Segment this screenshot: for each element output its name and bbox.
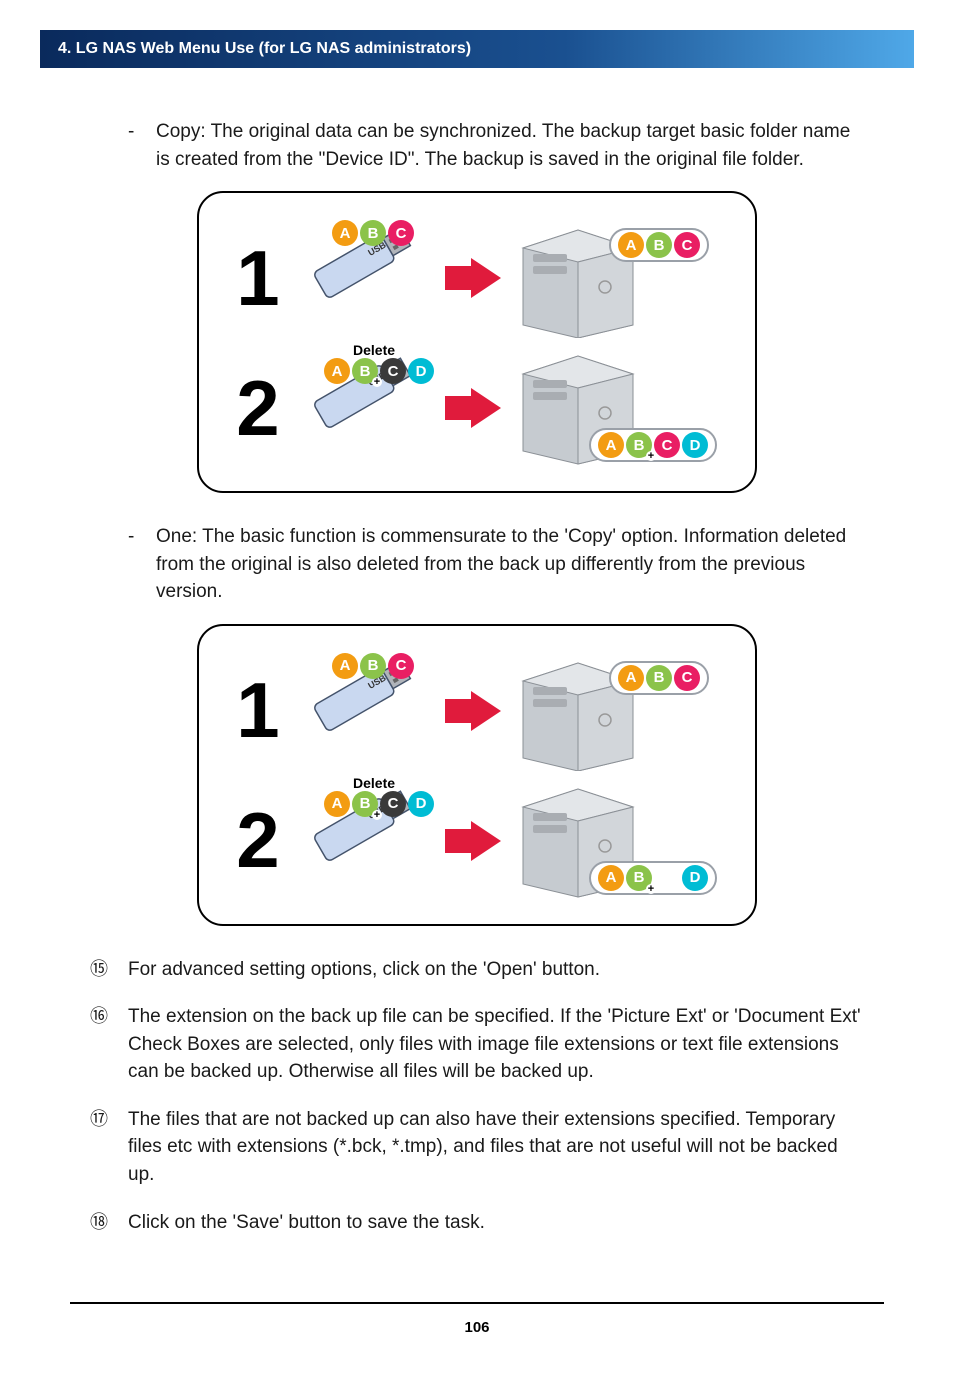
bullet-dash: - <box>128 118 156 173</box>
bubble-A: A <box>332 653 358 679</box>
bubble-B: B <box>646 232 672 258</box>
bubble-B: B <box>360 653 386 679</box>
bullet-copy-text: Copy: The original data can be synchroni… <box>156 118 864 173</box>
row-number-1: 1 <box>223 665 293 756</box>
usb-icon: Delete USB A B C D <box>293 348 443 468</box>
row-number-2: 2 <box>223 795 293 886</box>
arrow-icon <box>443 258 503 298</box>
bubble-B: B <box>360 220 386 246</box>
usb-bubbles: A B C D <box>323 791 435 817</box>
step-18-text: Click on the 'Save' button to save the t… <box>128 1209 864 1237</box>
diagram-one: 1 USB A B C <box>197 624 757 926</box>
usb-icon: Delete USB A B C D <box>293 781 443 901</box>
usb-bubbles: A B C <box>331 220 415 246</box>
bubble-C: C <box>388 653 414 679</box>
bubble-Bplus: B <box>626 432 652 458</box>
bubble-A: A <box>598 865 624 891</box>
delete-label: Delete <box>353 775 395 791</box>
step-16: ⑯ The extension on the back up file can … <box>90 1003 864 1086</box>
step-marker: ⑰ <box>90 1106 128 1189</box>
nas-icon: A B D <box>503 781 713 901</box>
step-16-text: The extension on the back up file can be… <box>128 1003 864 1086</box>
bubble-C: C <box>674 232 700 258</box>
bubble-A: A <box>618 232 644 258</box>
bullet-one-label: One: <box>156 526 197 547</box>
bubble-A: A <box>324 791 350 817</box>
step-marker: ⑱ <box>90 1209 128 1237</box>
bubble-C: C <box>674 665 700 691</box>
bullet-copy: - Copy: The original data can be synchro… <box>90 118 864 173</box>
bubble-D: D <box>408 791 434 817</box>
diagram-copy-row1: 1 USB A B C <box>223 213 731 343</box>
bubble-A: A <box>598 432 624 458</box>
bubble-gap <box>654 865 680 891</box>
bubble-Bplus: B <box>352 358 378 384</box>
arrow-icon <box>443 691 503 731</box>
arrow-icon <box>443 388 503 428</box>
section-header: 4. LG NAS Web Menu Use (for LG NAS admin… <box>40 30 914 68</box>
bubble-A: A <box>618 665 644 691</box>
bubble-Cdel: C <box>380 358 406 384</box>
nas-icon: A B C <box>503 218 713 338</box>
bullet-copy-body: The original data can be synchronized. T… <box>156 121 850 170</box>
bubble-C: C <box>388 220 414 246</box>
bubble-A: A <box>332 220 358 246</box>
nas-icon: A B C D <box>503 348 713 468</box>
bubble-D: D <box>408 358 434 384</box>
diagram-copy: 1 USB A B C <box>197 191 757 493</box>
page-content: - Copy: The original data can be synchro… <box>0 118 954 1236</box>
section-header-text: 4. LG NAS Web Menu Use (for LG NAS admin… <box>58 40 471 57</box>
bullet-one-body: The basic function is commensurate to th… <box>156 526 846 602</box>
bubble-B: B <box>646 665 672 691</box>
bubble-Bplus: B <box>352 791 378 817</box>
arrow-icon <box>443 821 503 861</box>
step-marker: ⑮ <box>90 956 128 984</box>
bubble-C: C <box>654 432 680 458</box>
step-17: ⑰ The files that are not backed up can a… <box>90 1106 864 1189</box>
diagram-copy-row2: 2 Delete USB A B C D <box>223 343 731 473</box>
usb-icon: USB A B C <box>293 651 443 771</box>
bullet-dash: - <box>128 523 156 606</box>
diagram-one-row2: 2 Delete USB A B C D <box>223 776 731 906</box>
page-number: 106 <box>0 1319 954 1336</box>
row-number-1: 1 <box>223 233 293 324</box>
step-17-text: The files that are not backed up can als… <box>128 1106 864 1189</box>
usb-bubbles: A B C <box>331 653 415 679</box>
usb-icon: USB A B C <box>293 218 443 338</box>
nas-pill: A B C D <box>589 428 717 462</box>
bubble-D: D <box>682 865 708 891</box>
bubble-D: D <box>682 432 708 458</box>
diagram-one-row1: 1 USB A B C <box>223 646 731 776</box>
step-18: ⑱ Click on the 'Save' button to save the… <box>90 1209 864 1237</box>
delete-label: Delete <box>353 342 395 358</box>
nas-icon: A B C <box>503 651 713 771</box>
bubble-Cdel: C <box>380 791 406 817</box>
step-marker: ⑯ <box>90 1003 128 1086</box>
bubble-A: A <box>324 358 350 384</box>
bubble-Bplus: B <box>626 865 652 891</box>
row-number-2: 2 <box>223 363 293 454</box>
footer-divider <box>70 1302 884 1304</box>
bullet-one: - One: The basic function is commensurat… <box>90 523 864 606</box>
step-15-text: For advanced setting options, click on t… <box>128 956 864 984</box>
usb-bubbles: A B C D <box>323 358 435 384</box>
bullet-one-text: One: The basic function is commensurate … <box>156 523 864 606</box>
step-15: ⑮ For advanced setting options, click on… <box>90 956 864 984</box>
nas-pill: A B C <box>609 228 709 262</box>
nas-pill: A B C <box>609 661 709 695</box>
bullet-copy-label: Copy: <box>156 121 206 142</box>
nas-pill: A B D <box>589 861 717 895</box>
